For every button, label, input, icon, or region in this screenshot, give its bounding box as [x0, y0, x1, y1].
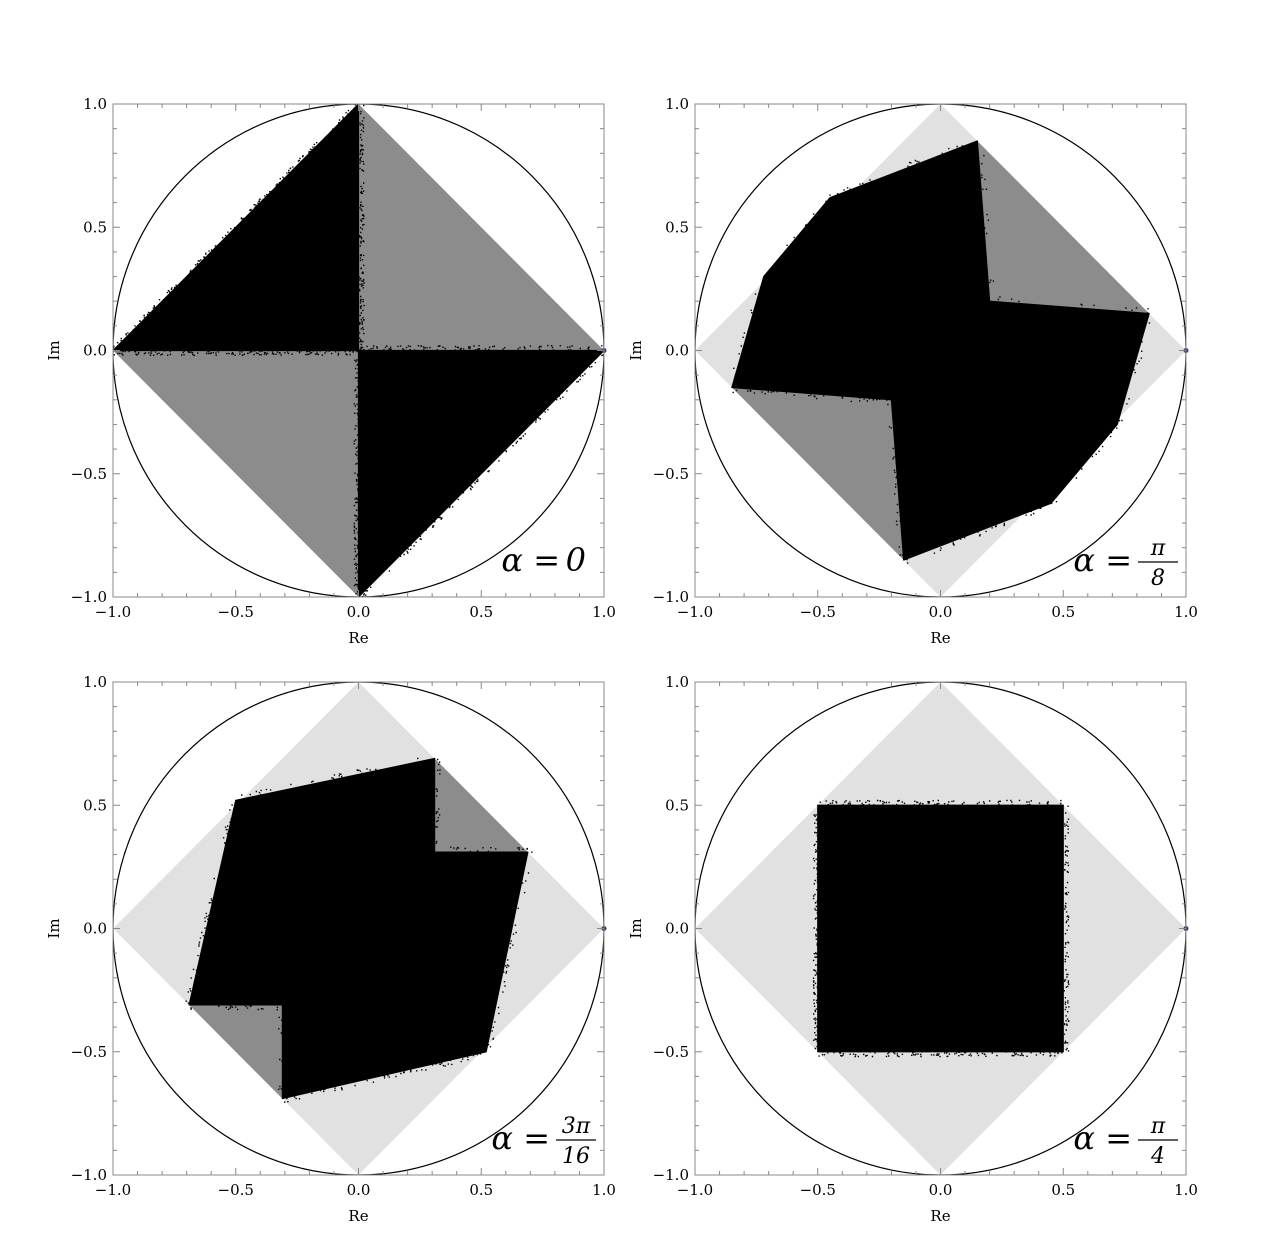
x-tick-label: 0.5 [469, 603, 493, 621]
x-tick-label: 0.0 [929, 603, 953, 621]
alpha-denominator: 16 [562, 1144, 590, 1169]
x-tick-label: 0.0 [347, 1181, 371, 1199]
alpha-value: 0 [566, 541, 586, 579]
gray-region-1 [358, 104, 604, 351]
x-tick-label: 1.0 [592, 603, 616, 621]
y-tick-label: 0.5 [83, 796, 107, 814]
x-tick-label: −1.0 [677, 603, 713, 621]
y-tick-label: −0.5 [653, 1043, 689, 1061]
x-tick-label: 0.0 [929, 1181, 953, 1199]
ticks [112, 681, 605, 1176]
y-tick-label: 0.5 [83, 218, 107, 236]
gray-region-2 [189, 1004, 283, 1099]
x-tick-label: 0.0 [347, 603, 371, 621]
scatter-points [185, 757, 533, 1103]
panel-1: −1.0−1.0 −0.5 −0.5 0.0 0.0 0.5 0.5 1.0 1.0 Re Im 0α… [45, 95, 616, 647]
gray-region-2 [113, 350, 359, 597]
x-tick-label: 0.5 [1051, 1181, 1075, 1199]
x-tick-label: −1.0 [95, 603, 131, 621]
y-tick-label: 0.0 [83, 342, 107, 360]
scatter-points [113, 104, 604, 597]
scatter-region-1 [113, 104, 360, 352]
ticks [694, 103, 1187, 598]
plot-area [113, 104, 604, 597]
y-tick-label: 1.0 [665, 95, 689, 113]
y-tick-label: 1.0 [83, 95, 107, 113]
y-tick-label: 1.0 [83, 673, 107, 691]
x-axis-label: Re [348, 629, 368, 647]
gray-region-1 [434, 758, 528, 853]
y-tick-label: 0.0 [83, 920, 107, 938]
panel-3: −1.0−1.0 −0.5 −0.5 0.0 0.0 0.5 0.5 1.0 1.0 Re Im 3π… [45, 673, 616, 1225]
y-tick-label: 0.5 [665, 218, 689, 236]
alpha-numerator: π [1150, 536, 1166, 561]
y-tick-label: −0.5 [71, 1043, 107, 1061]
alpha-label: α = [1073, 541, 1132, 579]
scatter-region-1 [188, 757, 529, 1100]
y-axis-label: Im [627, 340, 645, 360]
alpha-denominator: 4 [1150, 1144, 1165, 1169]
y-tick-label: −1.0 [71, 588, 107, 606]
alpha-label: α = [501, 541, 560, 579]
y-tick-label: −0.5 [71, 465, 107, 483]
scatter-region-1 [731, 140, 1150, 561]
y-tick-label: 1.0 [665, 673, 689, 691]
alpha-label: α = [491, 1119, 550, 1157]
y-axis-label: Im [45, 340, 63, 360]
x-axis-label: Re [930, 1207, 950, 1225]
plot-area [695, 104, 1186, 597]
y-tick-label: −1.0 [653, 588, 689, 606]
y-tick-label: 0.5 [665, 796, 689, 814]
x-tick-label: 1.0 [592, 1181, 616, 1199]
plot-area [695, 682, 1186, 1175]
scatter-points [812, 799, 1070, 1058]
ticks [694, 681, 1187, 1176]
plot-area [113, 682, 604, 1175]
panel-2: −1.0−1.0 −0.5 −0.5 0.0 0.0 0.5 0.5 1.0 1.0 Re Im π 8… [627, 95, 1198, 647]
scatter-points [732, 145, 1151, 564]
y-axis-label: Im [45, 918, 63, 938]
y-tick-label: 0.0 [665, 342, 689, 360]
x-axis-label: Re [348, 1207, 368, 1225]
x-tick-label: −0.5 [800, 1181, 836, 1199]
x-axis-label: Re [930, 629, 950, 647]
x-tick-label: −1.0 [95, 1181, 131, 1199]
x-tick-label: −1.0 [677, 1181, 713, 1199]
y-tick-label: −1.0 [653, 1166, 689, 1184]
x-tick-label: −0.5 [218, 1181, 254, 1199]
x-tick-label: 0.5 [1051, 603, 1075, 621]
gray-region-1 [977, 140, 1150, 314]
x-tick-label: −0.5 [800, 603, 836, 621]
y-tick-label: 0.0 [665, 920, 689, 938]
scatter-region-1 [817, 804, 1064, 1053]
gray-region-2 [731, 387, 904, 561]
alpha-numerator: π [1150, 1114, 1166, 1139]
x-tick-label: 0.5 [469, 1181, 493, 1199]
y-tick-label: −0.5 [653, 465, 689, 483]
panel-4: −1.0−1.0 −0.5 −0.5 0.0 0.0 0.5 0.5 1.0 1.0 Re Im π 4… [627, 673, 1198, 1225]
y-axis-label: Im [627, 918, 645, 938]
alpha-denominator: 8 [1151, 566, 1165, 591]
alpha-label: α = [1073, 1119, 1132, 1157]
alpha-numerator: 3π [562, 1114, 591, 1139]
ticks [112, 103, 605, 598]
x-tick-label: −0.5 [218, 603, 254, 621]
y-tick-label: −1.0 [71, 1166, 107, 1184]
x-tick-label: 1.0 [1174, 1181, 1198, 1199]
x-tick-label: 1.0 [1174, 603, 1198, 621]
